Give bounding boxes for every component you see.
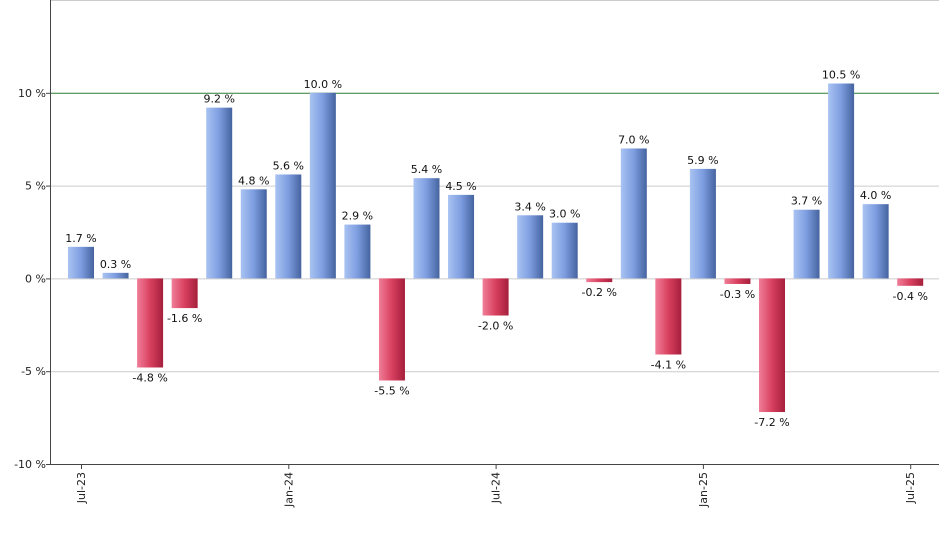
bar — [482, 278, 509, 316]
bar — [378, 278, 405, 381]
data-label: 3.7 % — [791, 195, 822, 208]
bar — [759, 278, 785, 413]
data-label: 5.9 % — [687, 154, 718, 167]
bar — [689, 168, 716, 279]
data-label: 3.4 % — [514, 200, 545, 213]
data-label: 9.2 % — [203, 93, 234, 106]
bar — [897, 278, 924, 286]
bar — [448, 194, 475, 279]
bar — [793, 209, 820, 279]
y-tick-label: 5 % — [25, 180, 46, 193]
bar — [517, 215, 544, 279]
bar — [275, 174, 302, 279]
data-label: -1.6 % — [167, 312, 202, 325]
bar — [137, 278, 164, 368]
data-label: 0.3 % — [100, 258, 131, 271]
bar — [68, 246, 94, 279]
bar — [724, 278, 751, 284]
bars — [68, 83, 924, 413]
data-label: 5.6 % — [273, 159, 304, 172]
bar — [620, 148, 647, 279]
data-label: 5.4 % — [411, 163, 442, 176]
data-label: -4.1 % — [651, 358, 686, 371]
data-label: -0.2 % — [582, 286, 617, 299]
bar — [309, 92, 336, 279]
data-label: -5.5 % — [374, 384, 409, 397]
bar — [102, 272, 129, 279]
bar — [862, 204, 889, 279]
x-tick-label: Jan-25 — [697, 472, 710, 508]
x-tick-label: Jul-24 — [490, 472, 503, 504]
y-tick-label: -10 % — [14, 458, 46, 471]
data-label: -0.4 % — [892, 290, 927, 303]
bar — [344, 224, 371, 279]
data-labels: 1.7 % 0.3 % -4.8 % -1.6 % 9.2 % 4.8 % 5.6 % 10.… — [65, 69, 928, 430]
x-tick-label: Jan-24 — [282, 472, 295, 508]
data-label: 7.0 % — [618, 133, 649, 146]
bar — [551, 222, 578, 279]
x-tick-label: Jul-23 — [75, 472, 88, 504]
y-tick-label: -5 % — [21, 365, 46, 378]
y-tick-label: 0 % — [25, 272, 46, 285]
x-tick-label: Jul-25 — [904, 472, 917, 504]
bar — [655, 278, 682, 355]
data-label: 10.5 % — [822, 69, 860, 82]
data-label: -0.3 % — [720, 288, 755, 301]
axes: 10 % 5 % 0 % -5 % -10 % Jul-23 Jan-24 Jul-24 Jan… — [14, 0, 939, 508]
bar — [171, 278, 198, 309]
data-label: -2.0 % — [478, 320, 513, 333]
data-label: 1.7 % — [65, 232, 96, 245]
data-label: -7.2 % — [754, 416, 789, 429]
bar — [206, 107, 233, 279]
data-label: 3.0 % — [549, 208, 580, 221]
bar — [828, 83, 855, 279]
data-label: 10.0 % — [304, 78, 342, 91]
data-label: 4.5 % — [445, 180, 476, 193]
y-tick-label: 10 % — [18, 87, 46, 100]
data-label: -4.8 % — [132, 371, 167, 384]
data-label: 2.9 % — [342, 210, 373, 223]
bar — [413, 178, 440, 279]
data-label: 4.0 % — [860, 189, 891, 202]
bar — [240, 189, 267, 279]
data-label: 4.8 % — [238, 174, 269, 187]
bar — [586, 278, 613, 283]
